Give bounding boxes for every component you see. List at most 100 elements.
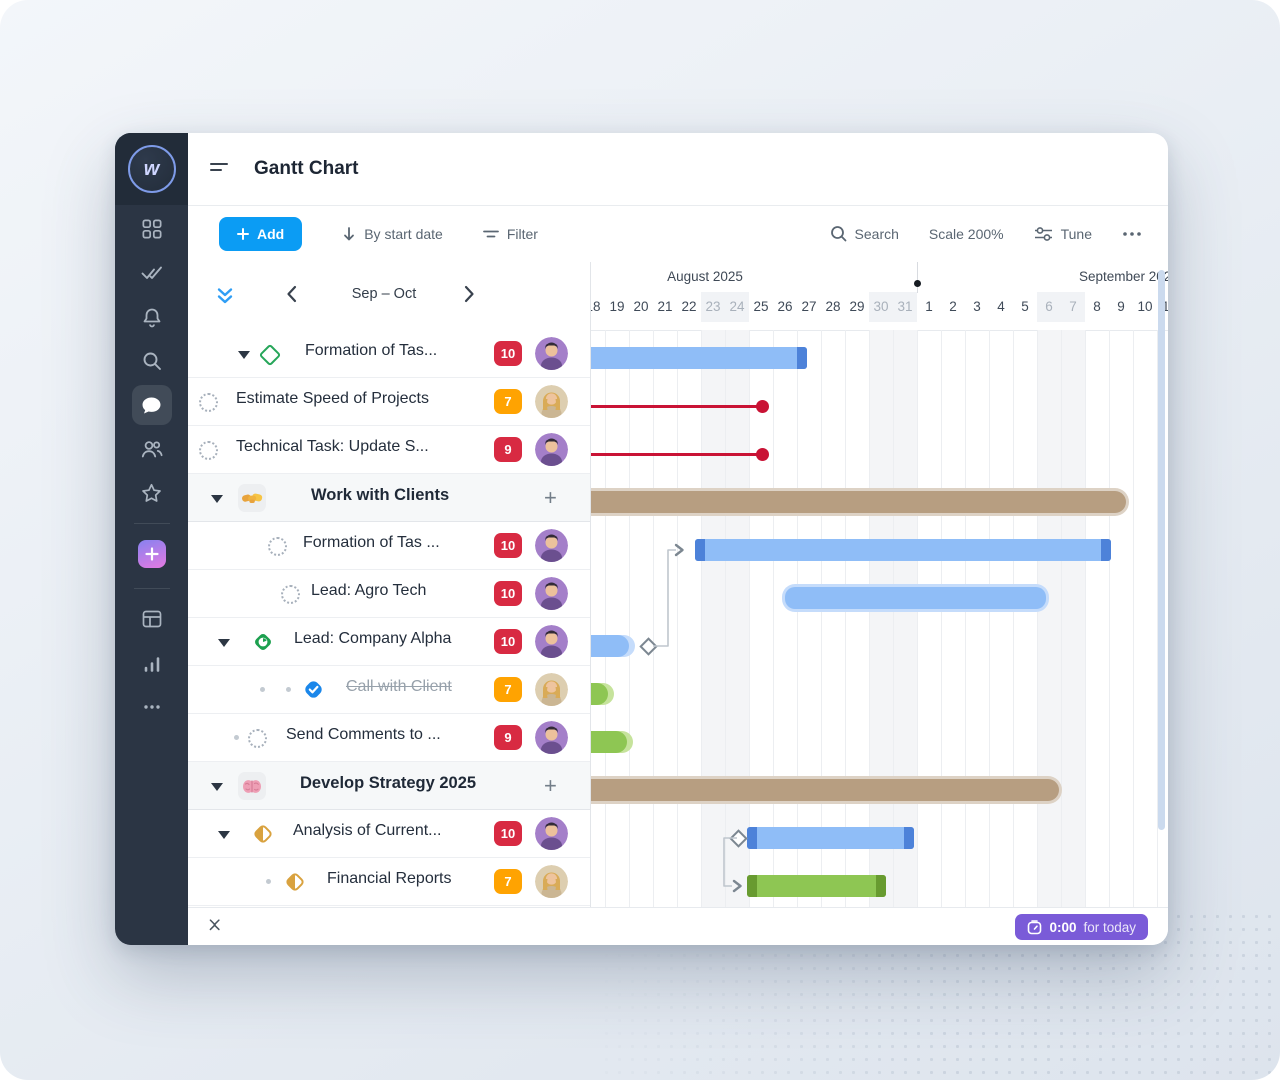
day-cell[interactable]: 27: [801, 299, 817, 314]
task-label[interactable]: Lead: Company Alpha: [294, 630, 452, 647]
day-cell[interactable]: 25: [753, 299, 769, 314]
task-bar[interactable]: [591, 347, 807, 369]
expander-triangle-icon[interactable]: [211, 495, 223, 503]
day-cell[interactable]: 23: [701, 292, 725, 322]
day-cell[interactable]: 21: [657, 299, 673, 314]
task-label[interactable]: Formation of Tas...: [305, 342, 438, 359]
bar-end-cap[interactable]: [1101, 539, 1111, 561]
collapse-panel-button[interactable]: [205, 918, 223, 939]
group-row[interactable]: Work with Clients +: [188, 474, 590, 522]
sidebar-item-star[interactable]: [132, 473, 172, 513]
tune-button[interactable]: Tune: [1034, 226, 1092, 242]
add-task-button[interactable]: +: [544, 485, 557, 510]
day-cell[interactable]: 30: [869, 292, 893, 322]
day-cell[interactable]: 5: [1021, 299, 1029, 314]
task-label[interactable]: Analysis of Current...: [293, 822, 442, 839]
avatar[interactable]: [535, 529, 568, 562]
sidebar-item-add[interactable]: [137, 540, 166, 568]
task-bar[interactable]: [591, 683, 608, 705]
expander-triangle-icon[interactable]: [211, 783, 223, 791]
task-bar[interactable]: [695, 539, 1111, 561]
day-cell[interactable]: 29: [849, 299, 865, 314]
task-label[interactable]: Work with Clients: [311, 486, 450, 504]
expand-all-button[interactable]: [215, 286, 235, 311]
menu-lines-icon[interactable]: [210, 159, 230, 180]
task-bar[interactable]: [747, 875, 886, 897]
bar-start-cap[interactable]: [747, 827, 757, 849]
deadline-line[interactable]: [591, 404, 762, 408]
avatar[interactable]: [535, 385, 568, 418]
expander-triangle-icon[interactable]: [238, 351, 250, 359]
time-for-today-badge[interactable]: 0:00 for today: [1015, 914, 1148, 940]
group-row[interactable]: Develop Strategy 2025 +: [188, 762, 590, 810]
day-cell[interactable]: 10: [1137, 299, 1153, 314]
bar-end-cap[interactable]: [797, 347, 807, 369]
day-cell[interactable]: 18: [591, 299, 601, 314]
bar-end-cap[interactable]: [904, 827, 914, 849]
task-row[interactable]: Call with Client 7: [188, 666, 590, 714]
day-cell[interactable]: 26: [777, 299, 793, 314]
sidebar-item-chat[interactable]: [131, 385, 172, 425]
sidebar-item-stats[interactable]: [132, 643, 172, 683]
task-label[interactable]: Develop Strategy 2025: [300, 774, 477, 792]
day-cell[interactable]: 4: [997, 299, 1005, 314]
task-label[interactable]: Formation of Tas ...: [303, 534, 440, 551]
sidebar-item-more[interactable]: [132, 687, 172, 727]
task-row[interactable]: Formation of Tas... 10: [188, 330, 590, 378]
expander-triangle-icon[interactable]: [218, 639, 230, 647]
avatar[interactable]: [535, 721, 568, 754]
task-row[interactable]: Lead: Agro Tech 10: [188, 570, 590, 618]
task-bar[interactable]: [591, 635, 629, 657]
sidebar-item-apps-grid[interactable]: [132, 209, 172, 249]
day-cell[interactable]: 3: [973, 299, 981, 314]
task-label[interactable]: Financial Reports: [327, 870, 452, 887]
task-row[interactable]: Lead: Company Alpha 10: [188, 618, 590, 666]
group-summary-bar[interactable]: [591, 491, 1126, 513]
task-bar[interactable]: [591, 731, 627, 753]
range-next-button[interactable]: [464, 285, 475, 308]
day-cell[interactable]: 20: [633, 299, 649, 314]
sidebar-item-table[interactable]: [132, 599, 172, 639]
sort-by-start-date[interactable]: By start date: [342, 226, 443, 242]
task-row[interactable]: Technical Task: Update S... 9: [188, 426, 590, 474]
app-logo[interactable]: w: [115, 133, 188, 205]
vertical-scrollbar[interactable]: [1158, 270, 1165, 830]
task-label[interactable]: Lead: Agro Tech: [311, 582, 427, 599]
group-summary-bar[interactable]: [591, 779, 1059, 801]
deadline-line[interactable]: [591, 452, 762, 456]
avatar[interactable]: [535, 817, 568, 850]
expander-triangle-icon[interactable]: [218, 831, 230, 839]
task-label[interactable]: Estimate Speed of Projects: [236, 390, 429, 407]
avatar[interactable]: [535, 337, 568, 370]
task-label[interactable]: Send Comments to ...: [286, 726, 441, 743]
day-cell[interactable]: 22: [681, 299, 697, 314]
range-prev-button[interactable]: [286, 285, 297, 308]
day-cell[interactable]: 6: [1037, 292, 1061, 322]
day-cell[interactable]: 1: [925, 299, 933, 314]
avatar[interactable]: [535, 625, 568, 658]
filter-button[interactable]: Filter: [482, 226, 538, 242]
day-cell[interactable]: 7: [1061, 292, 1085, 322]
task-bar[interactable]: [785, 587, 1046, 609]
day-cell[interactable]: 24: [725, 292, 749, 322]
day-cell[interactable]: 19: [609, 299, 625, 314]
avatar[interactable]: [535, 865, 568, 898]
day-cell[interactable]: 28: [825, 299, 841, 314]
bar-start-cap[interactable]: [747, 875, 757, 897]
sidebar-item-tasks-check[interactable]: [132, 253, 172, 293]
day-cell[interactable]: 8: [1093, 299, 1101, 314]
task-label[interactable]: Call with Client: [346, 678, 452, 695]
sidebar-item-bell[interactable]: [132, 297, 172, 337]
task-row[interactable]: Estimate Speed of Projects 7: [188, 378, 590, 426]
deadline-dot[interactable]: [756, 399, 769, 413]
sidebar-item-users[interactable]: [132, 429, 172, 469]
day-cell[interactable]: 9: [1117, 299, 1125, 314]
scale-control[interactable]: Scale 200%: [928, 225, 1004, 242]
search-button[interactable]: Search: [830, 225, 899, 242]
add-button[interactable]: Add: [219, 216, 303, 251]
task-row[interactable]: Financial Reports 7: [188, 858, 590, 906]
task-bar[interactable]: [747, 827, 914, 849]
sidebar-item-search[interactable]: [132, 341, 172, 381]
day-cell[interactable]: 2: [949, 299, 957, 314]
day-cell[interactable]: 31: [893, 292, 917, 322]
